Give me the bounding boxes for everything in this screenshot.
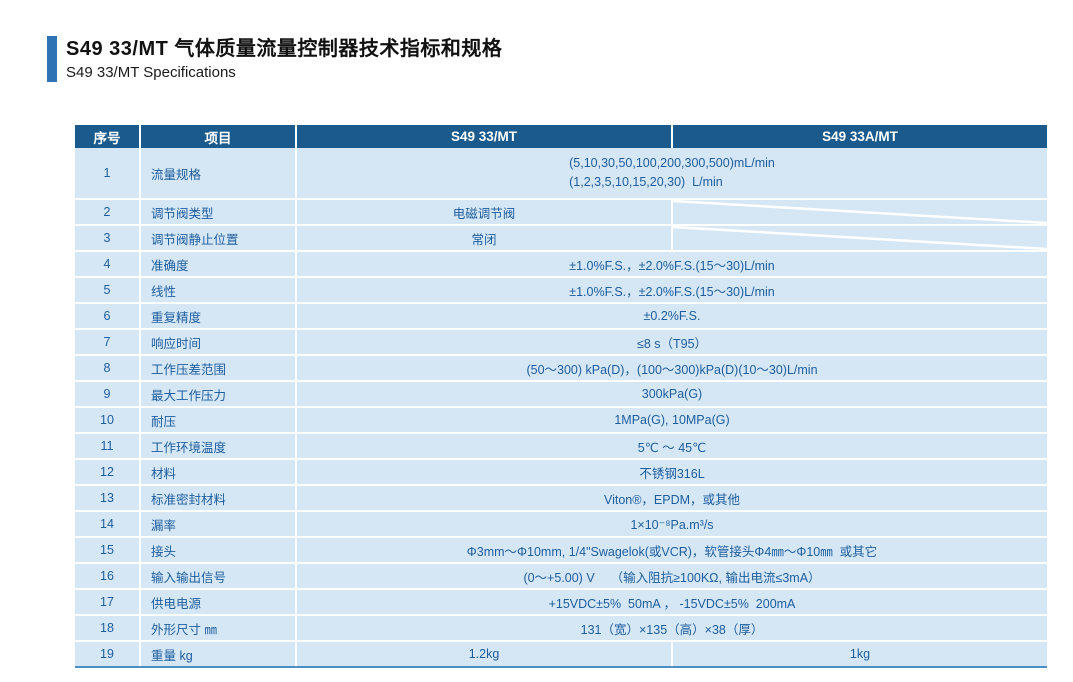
item-cell: 漏率 bbox=[141, 512, 295, 536]
title-block: S49 33/MT 气体质量流量控制器技术指标和规格 S49 33/MT Spe… bbox=[47, 36, 502, 82]
item-cell: 重复精度 bbox=[141, 304, 295, 328]
value-cell: ±1.0%F.S.，±2.0%F.S.(15～30)L/min bbox=[297, 252, 1047, 276]
value-cell: 1MPa(G), 10MPa(G) bbox=[297, 408, 1047, 432]
row-number-cell: 3 bbox=[75, 226, 139, 250]
value-cell: ±0.2%F.S. bbox=[297, 304, 1047, 328]
row-number-cell: 18 bbox=[75, 616, 139, 640]
value-cell: 131（宽）×135（高）×38（厚） bbox=[297, 616, 1047, 640]
item-cell: 最大工作压力 bbox=[141, 382, 295, 406]
table-row: 15 接头 Φ3mm～Φ10mm, 1/4"Swagelok(或VCR)，软管接头Φ… bbox=[75, 538, 1047, 562]
title-accent-bar bbox=[47, 36, 57, 82]
value-cell: 5℃ ～ 45℃ bbox=[297, 434, 1047, 458]
table-row: 19 重量 kg 1.2kg 1kg bbox=[75, 642, 1047, 666]
value-cell: (0～+5.00) V （输入阻抗≥100KΩ, 输出电流≤3mA） bbox=[297, 564, 1047, 588]
value-cell: Φ3mm～Φ10mm, 1/4"Swagelok(或VCR)，软管接头Φ4㎜～Φ… bbox=[297, 538, 1047, 562]
item-cell: 工作环境温度 bbox=[141, 434, 295, 458]
item-cell: 接头 bbox=[141, 538, 295, 562]
item-cell: 输入输出信号 bbox=[141, 564, 295, 588]
table-row: 3 调节阀静止位置 常闭 bbox=[75, 226, 1047, 250]
header-cell-model2: S49 33A/MT bbox=[673, 125, 1047, 148]
value-cell: (50～300) kPa(D)，(100～300)kPa(D)(10～30)L/… bbox=[297, 356, 1047, 380]
table-row: 11 工作环境温度 5℃ ～ 45℃ bbox=[75, 434, 1047, 458]
table-row: 16 输入输出信号 (0～+5.00) V （输入阻抗≥100KΩ, 输出电流≤3m… bbox=[75, 564, 1047, 588]
table-body: 1 流量规格 (5,10,30,50,100,200,300,500)mL/min(… bbox=[75, 148, 1047, 666]
item-cell: 线性 bbox=[141, 278, 295, 302]
row-number-cell: 2 bbox=[75, 200, 139, 224]
table-row: 18 外形尺寸 ㎜ 131（宽）×135（高）×38（厚） bbox=[75, 616, 1047, 640]
value-line: (5,10,30,50,100,200,300,500)mL/min bbox=[569, 155, 775, 170]
na-diagonal-line bbox=[673, 226, 1047, 250]
row-number-cell: 1 bbox=[75, 148, 139, 198]
table-row: 6 重复精度 ±0.2%F.S. bbox=[75, 304, 1047, 328]
item-cell: 响应时间 bbox=[141, 330, 295, 354]
table-row: 14 漏率 1×10⁻⁸Pa.m³/s bbox=[75, 512, 1047, 536]
item-cell: 工作压差范围 bbox=[141, 356, 295, 380]
title-text: S49 33/MT 气体质量流量控制器技术指标和规格 S49 33/MT Spe… bbox=[66, 36, 502, 82]
row-number-cell: 4 bbox=[75, 252, 139, 276]
row-number-cell: 7 bbox=[75, 330, 139, 354]
item-cell: 外形尺寸 ㎜ bbox=[141, 616, 295, 640]
row-number-cell: 5 bbox=[75, 278, 139, 302]
table-header: 序号 项目 S49 33/MT S49 33A/MT bbox=[75, 125, 1047, 148]
value-cell: 不锈钢316L bbox=[297, 460, 1047, 484]
item-cell: 材料 bbox=[141, 460, 295, 484]
value-cell: 1.2kg bbox=[297, 642, 671, 666]
value-cell: 300kPa(G) bbox=[297, 382, 1047, 406]
page-title: S49 33/MT 气体质量流量控制器技术指标和规格 bbox=[66, 38, 503, 60]
row-number-cell: 9 bbox=[75, 382, 139, 406]
table-row: 8 工作压差范围 (50～300) kPa(D)，(100～300)kPa(D)(1… bbox=[75, 356, 1047, 380]
row-number-cell: 15 bbox=[75, 538, 139, 562]
item-cell: 调节阀类型 bbox=[141, 200, 295, 224]
header-cell-no: 序号 bbox=[75, 125, 139, 148]
row-number-cell: 19 bbox=[75, 642, 139, 666]
not-applicable-cell bbox=[673, 226, 1047, 250]
item-cell: 准确度 bbox=[141, 252, 295, 276]
item-cell: 重量 kg bbox=[141, 642, 295, 666]
table-row: 5 线性 ±1.0%F.S.，±2.0%F.S.(15～30)L/min bbox=[75, 278, 1047, 302]
item-cell: 调节阀静止位置 bbox=[141, 226, 295, 250]
value-line: (1,2,3,5,10,15,20,30) L/min bbox=[569, 175, 723, 189]
item-cell: 标准密封材料 bbox=[141, 486, 295, 510]
not-applicable-cell bbox=[673, 200, 1047, 224]
table-row: 17 供电电源 +15VDC±5% 50mA ， -15VDC±5% 200mA bbox=[75, 590, 1047, 614]
row-number-cell: 11 bbox=[75, 434, 139, 458]
table-row: 13 标准密封材料 Viton®，EPDM，或其他 bbox=[75, 486, 1047, 510]
value-cell: 常闭 bbox=[297, 226, 671, 250]
item-cell: 供电电源 bbox=[141, 590, 295, 614]
value-cell: Viton®，EPDM，或其他 bbox=[297, 486, 1047, 510]
table-row: 10 耐压 1MPa(G), 10MPa(G) bbox=[75, 408, 1047, 432]
header-cell-item: 项目 bbox=[141, 125, 295, 148]
value-cell-model2: 1kg bbox=[673, 642, 1047, 666]
row-number-cell: 13 bbox=[75, 486, 139, 510]
table-header-row: 序号 项目 S49 33/MT S49 33A/MT bbox=[75, 125, 1047, 148]
table-row: 1 流量规格 (5,10,30,50,100,200,300,500)mL/min(… bbox=[75, 148, 1047, 198]
value-cell: 1×10⁻⁸Pa.m³/s bbox=[297, 512, 1047, 536]
table-row: 7 响应时间 ≤8 s（T95） bbox=[75, 330, 1047, 354]
table-row: 9 最大工作压力 300kPa(G) bbox=[75, 382, 1047, 406]
row-number-cell: 8 bbox=[75, 356, 139, 380]
row-number-cell: 16 bbox=[75, 564, 139, 588]
value-cell: (5,10,30,50,100,200,300,500)mL/min (1,2,3… bbox=[297, 148, 1047, 198]
row-number-cell: 6 bbox=[75, 304, 139, 328]
page-subtitle: S49 33/MT Specifications bbox=[66, 64, 236, 81]
item-cell: 耐压 bbox=[141, 408, 295, 432]
row-number-cell: 14 bbox=[75, 512, 139, 536]
table-row: 4 准确度 ±1.0%F.S.，±2.0%F.S.(15～30)L/min bbox=[75, 252, 1047, 276]
value-cell: ±1.0%F.S.，±2.0%F.S.(15～30)L/min bbox=[297, 278, 1047, 302]
table-row: 2 调节阀类型 电磁调节阀 bbox=[75, 200, 1047, 224]
value-lines: (5,10,30,50,100,200,300,500)mL/min (1,2,3… bbox=[569, 154, 775, 193]
spec-table: 序号 项目 S49 33/MT S49 33A/MT 1 流量规格 (5,10,30… bbox=[75, 125, 1047, 668]
value-cell: ≤8 s（T95） bbox=[297, 330, 1047, 354]
value-cell: 电磁调节阀 bbox=[297, 200, 671, 224]
value-cell: +15VDC±5% 50mA ， -15VDC±5% 200mA bbox=[297, 590, 1047, 614]
table-row: 12 材料 不锈钢316L bbox=[75, 460, 1047, 484]
row-number-cell: 10 bbox=[75, 408, 139, 432]
row-number-cell: 12 bbox=[75, 460, 139, 484]
na-diagonal-line bbox=[673, 200, 1047, 224]
row-number-cell: 17 bbox=[75, 590, 139, 614]
header-cell-model1: S49 33/MT bbox=[297, 125, 671, 148]
item-cell: 流量规格 bbox=[141, 148, 295, 198]
